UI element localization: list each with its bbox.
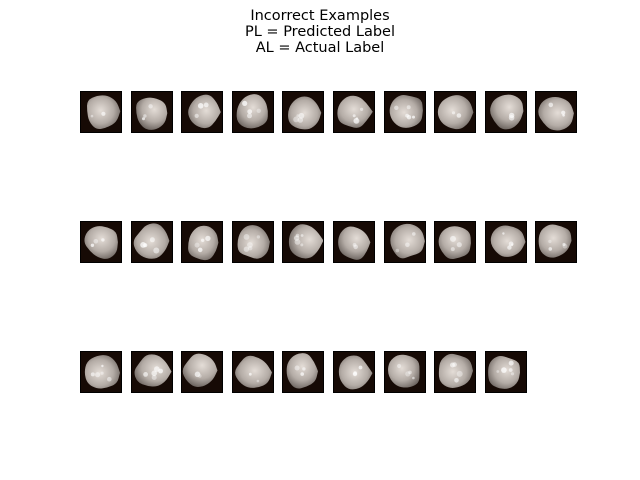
nucleus-image (236, 94, 268, 129)
nucleus-image (288, 224, 323, 259)
nucleus-image (538, 96, 574, 131)
figure-title: Incorrect Examples PL = Predicted Label … (0, 8, 640, 56)
nucleus-thumbnail (282, 91, 324, 133)
nucleus-thumbnail (384, 351, 426, 393)
nucleus-thumbnail (181, 91, 223, 133)
nucleus-image (133, 223, 170, 259)
nucleus-image (84, 226, 118, 259)
nucleus-thumbnail (181, 221, 223, 263)
nucleus-thumbnail (384, 91, 426, 133)
nucleus-thumbnail (485, 91, 527, 133)
nucleus-image (134, 354, 172, 387)
title-line-1: Incorrect Examples (250, 8, 390, 24)
nucleus-thumbnail (131, 351, 173, 393)
nucleus-thumbnail (535, 91, 577, 133)
nucleus-thumbnail (434, 351, 476, 393)
nucleus-image (338, 355, 373, 390)
nucleus-thumbnail (232, 351, 274, 393)
nucleus-thumbnail (333, 221, 375, 263)
nucleus-thumbnail (232, 91, 274, 133)
nucleus-thumbnail (282, 351, 324, 393)
nucleus-thumbnail (282, 221, 324, 263)
nucleus-image (235, 355, 272, 388)
nucleus-image (288, 96, 322, 130)
nucleus-thumbnail (485, 351, 527, 393)
nucleus-image (188, 225, 219, 261)
nucleus-image (490, 94, 524, 130)
nucleus-thumbnail (80, 351, 122, 393)
title-line-2: PL = Predicted Label (245, 24, 395, 40)
nucleus-thumbnail (232, 221, 274, 263)
nucleus-image (87, 95, 121, 129)
nucleus-thumbnail (80, 91, 122, 133)
nucleus-image (438, 353, 473, 388)
nucleus-image (437, 95, 474, 130)
nucleus-image (84, 355, 120, 389)
nucleus-image (390, 223, 425, 259)
nucleus-thumbnail (434, 91, 476, 133)
nucleus-thumbnail (333, 351, 375, 393)
nucleus-thumbnail (131, 91, 173, 133)
nucleus-thumbnail (384, 221, 426, 263)
nucleus-thumbnail (80, 221, 122, 263)
nucleus-image (538, 224, 572, 258)
nucleus-image (490, 225, 526, 257)
nucleus-thumbnail (434, 221, 476, 263)
title-line-3: AL = Actual Label (255, 40, 385, 56)
nucleus-image (389, 94, 423, 128)
nucleus-thumbnail (485, 221, 527, 263)
nucleus-thumbnail (181, 351, 223, 393)
nucleus-image (188, 94, 221, 129)
nucleus-thumbnail (535, 221, 577, 263)
nucleus-image (286, 353, 318, 389)
nucleus-image (438, 226, 471, 260)
nucleus-image (488, 355, 520, 389)
nucleus-image (182, 353, 218, 388)
nucleus-image (388, 354, 420, 388)
nucleus-image (136, 97, 168, 130)
nucleus-thumbnail (131, 221, 173, 263)
nucleus-image (237, 225, 270, 259)
nucleus-image (338, 226, 371, 260)
nucleus-thumbnail (333, 91, 375, 133)
nucleus-image (337, 95, 373, 128)
